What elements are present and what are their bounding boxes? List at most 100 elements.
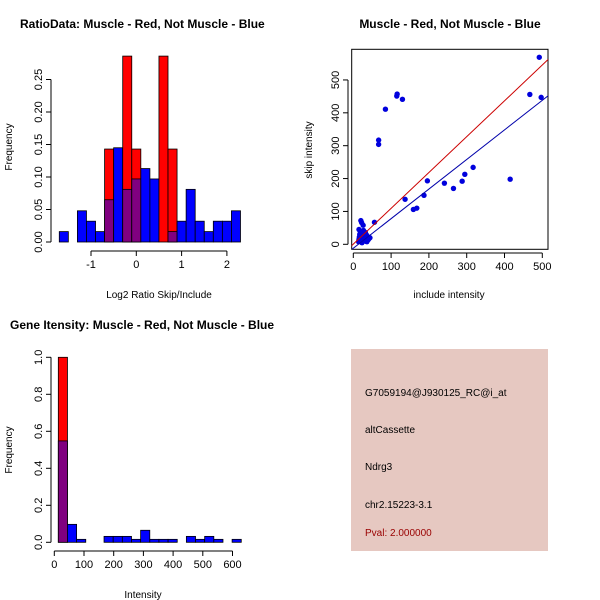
scatter-y-tick-label: 300	[330, 137, 342, 155]
intensity-hist-bar-not-muscle	[121, 535, 132, 543]
scatter-point	[538, 94, 544, 101]
scatter-point	[356, 234, 363, 240]
scatter-plot-box	[351, 48, 549, 250]
scatter-ylabel: skip intensity	[304, 121, 315, 178]
scatter-point	[399, 96, 406, 103]
event-type: altCassette	[365, 425, 415, 436]
intensity-hist-y-tick-label: 0.2	[33, 498, 45, 513]
scatter-point	[375, 137, 382, 143]
intensity-hist-y-tick-label: 0.4	[33, 461, 45, 476]
scatter-x-tick-label: 200	[420, 261, 438, 273]
ratio-hist-y-tick-label: 0.20	[33, 101, 45, 122]
scatter-xlabel: include intensity	[413, 290, 484, 301]
intensity-hist-x-tick-label: 100	[75, 559, 93, 571]
info-panel-background	[351, 349, 548, 551]
scatter-y-tick-label: 0	[330, 241, 342, 247]
ratio-hist-x-tick-label: -1	[86, 259, 96, 271]
ratio-hist-y-tick-label: 0.15	[33, 134, 45, 155]
ratio-hist-bar-not-muscle	[86, 220, 96, 243]
scatter-point	[371, 219, 378, 225]
ratio-hist-bar-overlap	[122, 188, 133, 243]
scatter-point	[470, 164, 476, 171]
scatter-point	[450, 185, 457, 192]
intensity-hist-bar-not-muscle	[195, 538, 206, 543]
scatter-point	[462, 171, 468, 177]
intensity-hist-bar-overlap	[57, 440, 68, 543]
ratio-histogram: -1 0 1 2 0.00 0.05 0.10 0.15 0.20 0.25	[33, 55, 241, 271]
scatter-point	[527, 91, 533, 98]
intensity-hist-y-tick-label: 0.6	[33, 424, 45, 439]
scatter-point	[359, 239, 365, 246]
intensity-hist-bar-not-muscle	[204, 535, 215, 543]
intensity-hist-xlabel: Intensity	[124, 590, 161, 600]
intensity-hist-title: Gene Itensity: Muscle - Red, Not Muscle …	[10, 318, 274, 332]
ratio-hist-bar-overlap	[104, 199, 115, 243]
scatter-plot-area	[351, 54, 549, 250]
intensity-hist-bar-not-muscle	[231, 538, 242, 543]
intensity-hist-bar-not-muscle	[149, 538, 160, 543]
intensity-hist-bar-not-muscle	[185, 535, 196, 543]
ratio-hist-y-tick-label: 0.25	[33, 69, 45, 90]
intensity-hist-bar-not-muscle	[158, 538, 169, 543]
ratio-hist-bar-not-muscle	[212, 220, 223, 243]
intensity-hist-bar-not-muscle	[76, 538, 87, 543]
intensity-hist-bar-not-muscle	[67, 523, 78, 543]
ratio-hist-ylabel: Frequency	[4, 123, 15, 170]
ratio-hist-bar-not-muscle	[194, 220, 205, 243]
scatter-y-tick-label: 500	[330, 71, 342, 89]
ratio-hist-bar-not-muscle	[221, 220, 232, 243]
intensity-hist-bar-not-muscle	[213, 538, 224, 543]
scatter-point	[402, 196, 408, 202]
scatter-point	[394, 93, 400, 99]
ratio-hist-title: RatioData: Muscle - Red, Not Muscle - Bl…	[20, 17, 265, 31]
probe-id: G7059194@J930125_RC@i_at	[365, 388, 507, 399]
ratio-hist-bar-muscle	[167, 148, 178, 243]
scatter-x-tick-label: 0	[350, 261, 356, 273]
pval: Pval: 2.000000	[365, 528, 432, 539]
intensity-hist-x-tick-label: 400	[164, 559, 182, 571]
ratio-hist-bar-not-muscle	[231, 210, 241, 243]
ratio-hist-bar-not-muscle	[176, 220, 187, 243]
ratio-hist-bar-not-muscle	[58, 231, 69, 243]
scatter-point	[459, 178, 465, 184]
ratio-hist-y-tick-label: 0.05	[33, 199, 45, 220]
scatter-point	[382, 106, 389, 112]
ratio-hist-bar-overlap	[131, 178, 142, 243]
intensity-hist-bar-not-muscle	[140, 529, 151, 543]
intensity-hist-bar-not-muscle	[167, 538, 178, 543]
intensity-hist-x-tick-label: 300	[134, 559, 152, 571]
intensity-hist-bar-not-muscle	[112, 535, 123, 543]
not-muscle-fit-line	[351, 95, 549, 250]
gene-name: Ndrg3	[365, 462, 393, 473]
scatter-point	[375, 141, 382, 148]
intensity-hist-bar-not-muscle	[131, 538, 142, 543]
ratio-hist-x-tick-label: 1	[179, 259, 185, 271]
ratio-hist-y-tick-label: 0.00	[33, 231, 45, 252]
intensity-hist-y-tick-label: 0.0	[33, 535, 45, 550]
ratio-hist-bar-not-muscle	[95, 231, 105, 243]
ratio-hist-bar-not-muscle	[149, 178, 160, 243]
intensity-hist-bar-not-muscle	[103, 535, 114, 543]
ratio-hist-x-tick-label: 2	[224, 259, 230, 271]
ratio-hist-bar-not-muscle	[203, 231, 214, 243]
scatter-x-tick-label: 100	[382, 261, 400, 273]
intensity-hist-x-tick-label: 600	[223, 559, 241, 571]
intensity-hist-x-tick-label: 0	[51, 559, 57, 571]
scatter-y-tick-label: 100	[330, 202, 342, 220]
scatter-y-tick-label: 200	[330, 169, 342, 187]
ratio-hist-bar-not-muscle	[185, 188, 196, 243]
genomic-location: chr2.15223-3.1	[365, 500, 433, 511]
scatter-y-tick-label: 400	[330, 104, 342, 122]
intensity-hist-x-tick-label: 500	[194, 559, 212, 571]
info-panel: G7059194@J930125_RC@i_at altCassette Ndr…	[351, 349, 548, 551]
ratio-hist-bar-not-muscle	[77, 210, 87, 243]
scatter-point	[536, 54, 542, 60]
scatter-x-tick-label: 400	[495, 261, 513, 273]
intensity-hist-x-tick-label: 200	[105, 559, 123, 571]
intensity-hist-ylabel: Frequency	[4, 426, 15, 473]
ratio-hist-xlabel: Log2 Ratio Skip/Include	[106, 290, 212, 301]
scatter-point	[424, 178, 431, 184]
scatter-point	[507, 176, 513, 182]
ratio-hist-bar-not-muscle	[140, 168, 151, 243]
